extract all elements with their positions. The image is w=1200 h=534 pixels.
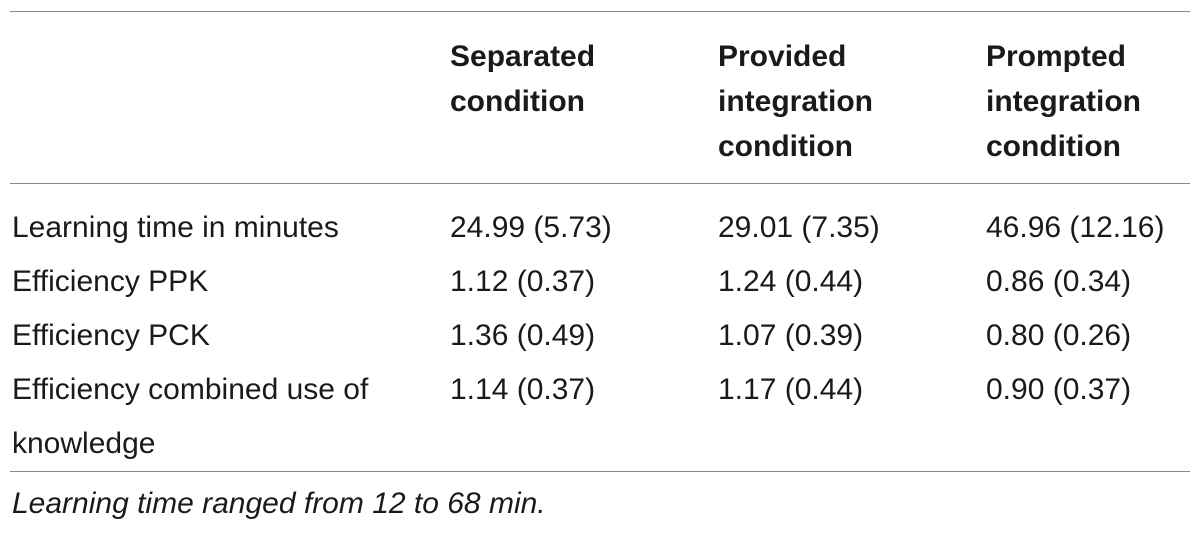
table-row: Learning time in minutes 24.99 (5.73) 29… xyxy=(0,201,1200,255)
table-cell: 1.36 (0.49) xyxy=(450,319,596,352)
table-cell: 24.99 (5.73) xyxy=(450,211,612,244)
table-cell: 0.86 (0.34) xyxy=(986,265,1132,298)
table-top-rule xyxy=(10,11,1190,12)
table-cell: 1.17 (0.44) xyxy=(718,373,864,406)
table-cell: 46.96 (12.16) xyxy=(986,211,1165,244)
column-header-provided-integration: Provided integration condition xyxy=(718,40,873,163)
table-cell: 1.07 (0.39) xyxy=(718,319,864,352)
table-row: Efficiency PPK 1.12 (0.37) 1.24 (0.44) 0… xyxy=(0,255,1200,309)
table-cell: 0.80 (0.26) xyxy=(986,319,1132,352)
row-label-efficiency-combined: Efficiency combined use of knowledge xyxy=(12,373,369,460)
table-body: Learning time in minutes 24.99 (5.73) 29… xyxy=(0,201,1200,471)
table-bottom-rule xyxy=(10,471,1190,472)
table-cell: 1.14 (0.37) xyxy=(450,373,596,406)
row-label-efficiency-ppk: Efficiency PPK xyxy=(12,265,209,298)
table-cell: 29.01 (7.35) xyxy=(718,211,880,244)
table-cell: 1.24 (0.44) xyxy=(718,265,864,298)
table-header-rule xyxy=(10,183,1190,184)
table-cell: 1.12 (0.37) xyxy=(450,265,596,298)
table-header-row: Separated condition Provided integration… xyxy=(0,34,1200,174)
column-header-separated: Separated condition xyxy=(450,40,596,118)
row-label-efficiency-pck: Efficiency PCK xyxy=(12,319,210,352)
table-row: Efficiency combined use of knowledge 1.1… xyxy=(0,363,1200,471)
table-footnote: Learning time ranged from 12 to 68 min. xyxy=(12,487,546,520)
table-cell: 0.90 (0.37) xyxy=(986,373,1132,406)
column-header-prompted-integration: Prompted integration condition xyxy=(986,40,1141,163)
table-row: Efficiency PCK 1.36 (0.49) 1.07 (0.39) 0… xyxy=(0,309,1200,363)
row-label-learning-time: Learning time in minutes xyxy=(12,211,339,244)
